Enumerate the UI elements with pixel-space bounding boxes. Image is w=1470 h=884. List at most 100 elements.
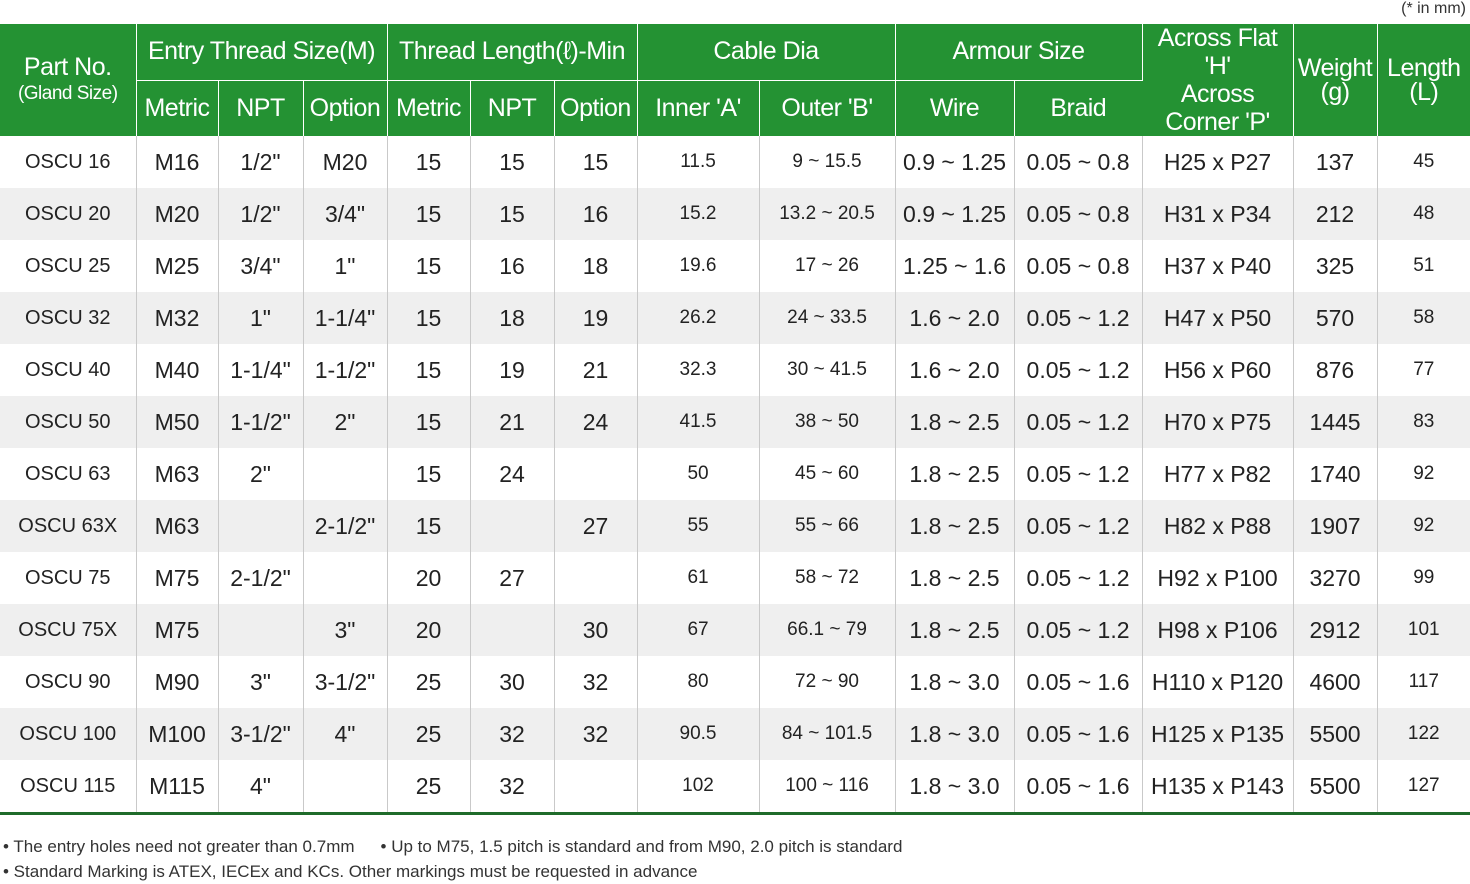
armour-braid-cell: 0.05 ~ 1.2 (1014, 396, 1143, 448)
spec-table: Part No. (Gland Size) Entry Thread Size(M… (0, 24, 1470, 815)
armour-wire-cell: 1.8 ~ 3.0 (895, 656, 1015, 708)
entry-npt-cell: 1/2" (218, 136, 304, 188)
cable-inner-cell: 55 (637, 500, 760, 552)
armour-wire-cell: 0.9 ~ 1.25 (895, 188, 1015, 240)
thread-length-npt-cell: 19 (470, 344, 555, 396)
thread-length-npt-cell: 24 (470, 448, 555, 500)
thread-length-npt-cell: 32 (470, 708, 555, 760)
thread-length-option-cell (554, 448, 638, 500)
armour-braid-cell: 0.05 ~ 1.6 (1014, 708, 1143, 760)
length-cell: 117 (1377, 656, 1470, 708)
length-cell: 77 (1377, 344, 1470, 396)
subheader-outer: Outer 'B' (759, 79, 896, 136)
entry-option-cell: M20 (303, 136, 388, 188)
armour-wire-cell: 1.8 ~ 3.0 (895, 708, 1015, 760)
entry-metric-cell: M75 (136, 552, 219, 604)
note-entry-holes: • The entry holes need not greater than … (3, 837, 355, 856)
table-row: OSCU 20 M20 1/2" 3/4" 15 15 16 15.2 13.2 ~ 20.5 0… (0, 188, 1470, 240)
weight-cell: 325 (1293, 240, 1378, 292)
header-length: Length (L) (1377, 24, 1470, 136)
cable-outer-cell: 24 ~ 33.5 (759, 292, 896, 344)
subheader-metric: Metric (136, 79, 219, 136)
table-row: OSCU 115 M115 4" 25 32 102 100 ~ 116 1.8 ~ 3.0 0… (0, 760, 1470, 815)
part-no-cell: OSCU 40 (0, 344, 137, 396)
entry-option-cell: 2-1/2" (303, 500, 388, 552)
entry-metric-cell: M32 (136, 292, 219, 344)
length-cell: 45 (1377, 136, 1470, 188)
across-cell: H92 x P100 (1142, 552, 1294, 604)
entry-npt-cell: 4" (218, 760, 304, 815)
thread-length-npt-cell (470, 500, 555, 552)
entry-npt-cell: 1-1/4" (218, 344, 304, 396)
thread-length-metric-cell: 20 (387, 552, 471, 604)
weight-cell: 5500 (1293, 760, 1378, 815)
thread-length-metric-cell: 15 (387, 136, 471, 188)
entry-npt-cell: 1-1/2" (218, 396, 304, 448)
part-no-cell: OSCU 16 (0, 136, 137, 188)
part-no-cell: OSCU 75 (0, 552, 137, 604)
subheader-option: Option (303, 79, 388, 136)
thread-length-option-cell: 18 (554, 240, 638, 292)
cable-outer-cell: 38 ~ 50 (759, 396, 896, 448)
header-across: Across Flat 'H' Across Corner 'P' (1142, 24, 1294, 136)
entry-metric-cell: M63 (136, 500, 219, 552)
cable-inner-cell: 61 (637, 552, 760, 604)
cable-outer-cell: 72 ~ 90 (759, 656, 896, 708)
entry-option-cell: 3-1/2" (303, 656, 388, 708)
part-no-cell: OSCU 63 (0, 448, 137, 500)
thread-length-metric-cell: 25 (387, 708, 471, 760)
thread-length-option-cell: 16 (554, 188, 638, 240)
entry-npt-cell: 1" (218, 292, 304, 344)
entry-npt-cell (218, 604, 304, 656)
thread-length-option-cell: 27 (554, 500, 638, 552)
thread-length-npt-cell (470, 604, 555, 656)
thread-length-npt-cell: 15 (470, 188, 555, 240)
armour-braid-cell: 0.05 ~ 1.2 (1014, 552, 1143, 604)
entry-npt-cell: 2-1/2" (218, 552, 304, 604)
weight-cell: 2912 (1293, 604, 1378, 656)
entry-metric-cell: M16 (136, 136, 219, 188)
thread-length-metric-cell: 20 (387, 604, 471, 656)
entry-option-cell (303, 552, 388, 604)
entry-metric-cell: M75 (136, 604, 219, 656)
header-thread-length: Thread Length(ℓ)-Min (387, 24, 638, 80)
header-entry-thread: Entry Thread Size(M) (136, 24, 388, 80)
part-no-cell: OSCU 25 (0, 240, 137, 292)
table-header: Part No. (Gland Size) Entry Thread Size(M… (0, 24, 1470, 136)
thread-length-npt-cell: 27 (470, 552, 555, 604)
weight-cell: 876 (1293, 344, 1378, 396)
cable-outer-cell: 13.2 ~ 20.5 (759, 188, 896, 240)
across-cell: H56 x P60 (1142, 344, 1294, 396)
entry-npt-cell: 3" (218, 656, 304, 708)
across-cell: H125 x P135 (1142, 708, 1294, 760)
part-no-cell: OSCU 90 (0, 656, 137, 708)
entry-npt-cell: 3/4" (218, 240, 304, 292)
armour-braid-cell: 0.05 ~ 0.8 (1014, 240, 1143, 292)
armour-braid-cell: 0.05 ~ 1.2 (1014, 448, 1143, 500)
thread-length-option-cell: 15 (554, 136, 638, 188)
across-cell: H77 x P82 (1142, 448, 1294, 500)
thread-length-option-cell: 32 (554, 656, 638, 708)
table-row: OSCU 75 M75 2-1/2" 20 27 61 58 ~ 72 1.8 ~ 2.5 0.… (0, 552, 1470, 604)
armour-wire-cell: 0.9 ~ 1.25 (895, 136, 1015, 188)
thread-length-metric-cell: 15 (387, 344, 471, 396)
thread-length-metric-cell: 15 (387, 448, 471, 500)
thread-length-npt-cell: 32 (470, 760, 555, 815)
length-cell: 83 (1377, 396, 1470, 448)
armour-braid-cell: 0.05 ~ 1.2 (1014, 292, 1143, 344)
cable-inner-cell: 67 (637, 604, 760, 656)
cable-inner-cell: 80 (637, 656, 760, 708)
part-no-cell: OSCU 32 (0, 292, 137, 344)
across-cell: H82 x P88 (1142, 500, 1294, 552)
across-cell: H70 x P75 (1142, 396, 1294, 448)
entry-option-cell (303, 448, 388, 500)
part-no-cell: OSCU 20 (0, 188, 137, 240)
thread-length-metric-cell: 15 (387, 240, 471, 292)
thread-length-npt-cell: 18 (470, 292, 555, 344)
armour-braid-cell: 0.05 ~ 1.2 (1014, 604, 1143, 656)
entry-npt-cell: 2" (218, 448, 304, 500)
length-cell: 99 (1377, 552, 1470, 604)
part-no-cell: OSCU 100 (0, 708, 137, 760)
armour-wire-cell: 1.8 ~ 3.0 (895, 760, 1015, 815)
entry-metric-cell: M100 (136, 708, 219, 760)
